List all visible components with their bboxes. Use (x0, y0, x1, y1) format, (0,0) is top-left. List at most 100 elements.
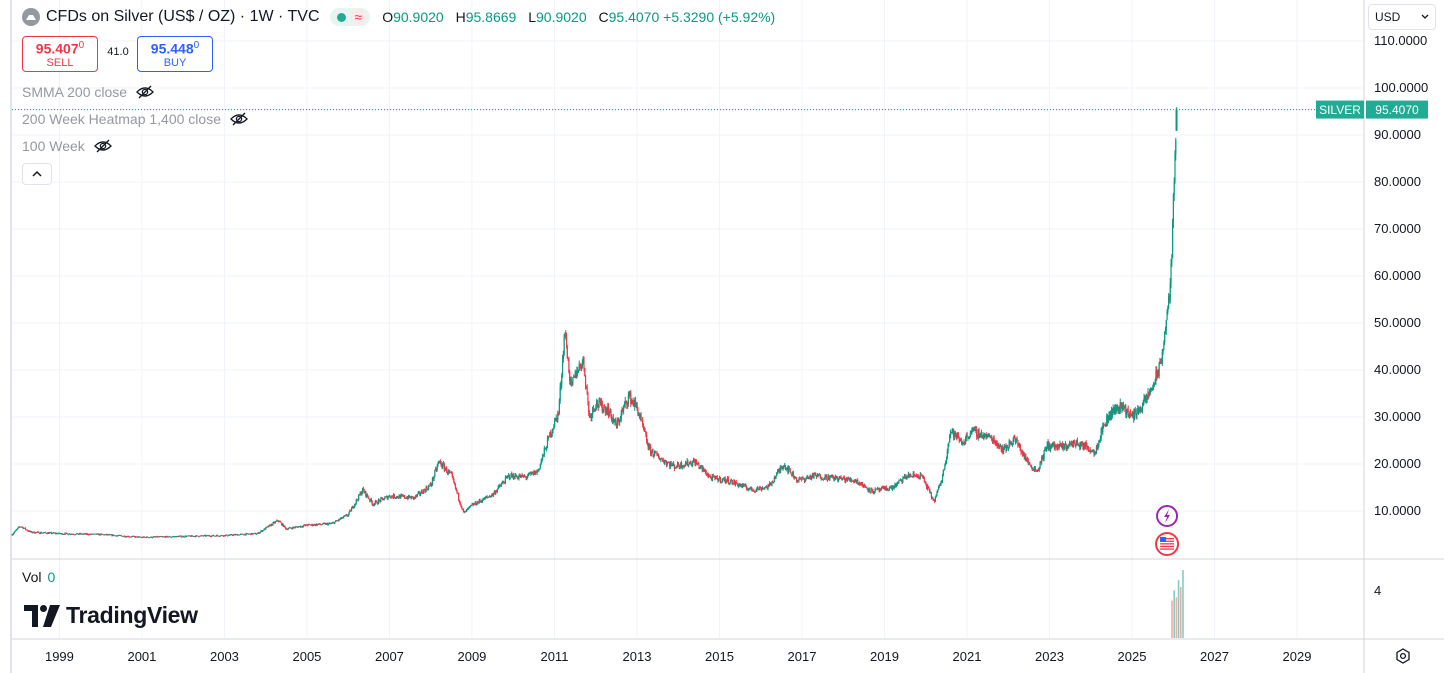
candle-body (1064, 443, 1067, 445)
candle-body (774, 477, 776, 479)
collapse-legend-button[interactable] (22, 163, 52, 185)
candle-body (867, 489, 869, 491)
volume-legend[interactable]: Vol 0 (22, 569, 55, 585)
tradingview-logo[interactable]: TradingView (24, 602, 198, 629)
candle-body (376, 500, 378, 504)
candle-body (1173, 181, 1175, 196)
eye-hidden-icon[interactable] (135, 84, 155, 100)
candle-body (115, 535, 117, 537)
candle-body (177, 536, 180, 538)
candle-body (276, 520, 278, 522)
chevron-up-icon (32, 170, 42, 177)
candle-body (1167, 306, 1169, 312)
candle-body (207, 535, 209, 537)
indicator-heatmap[interactable]: 200 Week Heatmap 1,400 close (22, 109, 249, 129)
eye-hidden-icon[interactable] (93, 138, 113, 154)
candle-body (772, 482, 775, 483)
candle-body (669, 463, 671, 467)
candle-body (117, 535, 119, 537)
candle-body (530, 472, 532, 474)
candle-body (643, 427, 645, 431)
candle-body (694, 460, 696, 465)
chart-settings-button[interactable] (1393, 646, 1413, 666)
candle-body (610, 408, 612, 416)
market-status[interactable]: ≈ (329, 8, 371, 26)
candle-body (797, 480, 799, 482)
candle-body (222, 535, 224, 537)
candle-body (1061, 444, 1063, 449)
indicator-100week[interactable]: 100 Week (22, 136, 113, 156)
candle-body (692, 460, 695, 462)
sell-button[interactable]: 95.4070 SELL (22, 36, 98, 72)
last-price-symbol-box (1316, 100, 1364, 119)
candle-body (103, 534, 105, 536)
candle-body (39, 533, 41, 535)
candle-body (761, 488, 764, 489)
candle-body (224, 535, 226, 537)
currency-select[interactable]: USD (1368, 4, 1436, 30)
candle-body (665, 461, 668, 465)
candle-body (83, 533, 85, 535)
eye-hidden-icon[interactable] (229, 111, 249, 127)
candle-body (701, 466, 703, 471)
candle-body (922, 475, 924, 478)
candle-body (762, 488, 764, 489)
candle-body (374, 501, 376, 504)
candle-body (459, 501, 461, 505)
candle-body (933, 499, 935, 501)
chart-title[interactable]: CFDs on Silver (US$ / OZ) · 1W · TVC (46, 8, 320, 25)
candle-body (176, 536, 178, 537)
candle-body (1090, 450, 1092, 453)
candle-body (245, 533, 247, 536)
candle-body (1041, 457, 1043, 463)
candle-body (110, 534, 112, 536)
candle-body (82, 533, 84, 535)
candle-body (647, 444, 649, 449)
candle-body (991, 440, 994, 442)
buy-button[interactable]: 95.4480 BUY (137, 36, 213, 72)
candle-body (488, 496, 490, 498)
candle-body (154, 536, 157, 538)
candle-body (1075, 444, 1077, 446)
candle-body (515, 476, 518, 478)
candle-body (1129, 412, 1131, 417)
symbol-legend[interactable]: CFDs on Silver (US$ / OZ) · 1W · TVC ≈ O… (22, 6, 783, 28)
candle-body (1054, 445, 1056, 449)
candle-body (493, 491, 495, 494)
candle-body (846, 479, 848, 481)
candle-body (230, 534, 232, 536)
candle-body (492, 493, 495, 496)
left-border (10, 0, 12, 673)
candle-body (1128, 416, 1130, 418)
candle-body (1093, 451, 1095, 456)
candle-body (531, 471, 534, 474)
candle-body (1031, 467, 1033, 471)
candle-body (541, 458, 543, 462)
candle-body (237, 534, 239, 536)
candle-body (1164, 330, 1167, 333)
candle-body (705, 470, 707, 476)
market-open-icon (336, 12, 346, 22)
candle-body (629, 392, 631, 395)
candle-body (1160, 361, 1163, 364)
candle-body (350, 510, 352, 512)
candle-body (1012, 440, 1014, 445)
candle-body (92, 534, 94, 535)
candle-body (1131, 414, 1133, 417)
candle-body (856, 480, 858, 482)
candle-body (910, 475, 912, 477)
candle-body (630, 400, 633, 404)
candle-body (1069, 442, 1071, 444)
indicator-smma[interactable]: SMMA 200 close (22, 82, 155, 102)
candle-body (569, 378, 572, 381)
candle-body (878, 487, 880, 491)
candle-body (130, 536, 132, 538)
candle-body (646, 434, 648, 442)
candle-body (606, 409, 608, 415)
candle-body (615, 419, 617, 425)
candle-body (805, 478, 807, 480)
candle-body (631, 400, 633, 402)
candle-body (292, 527, 294, 529)
candle-body (419, 492, 421, 495)
